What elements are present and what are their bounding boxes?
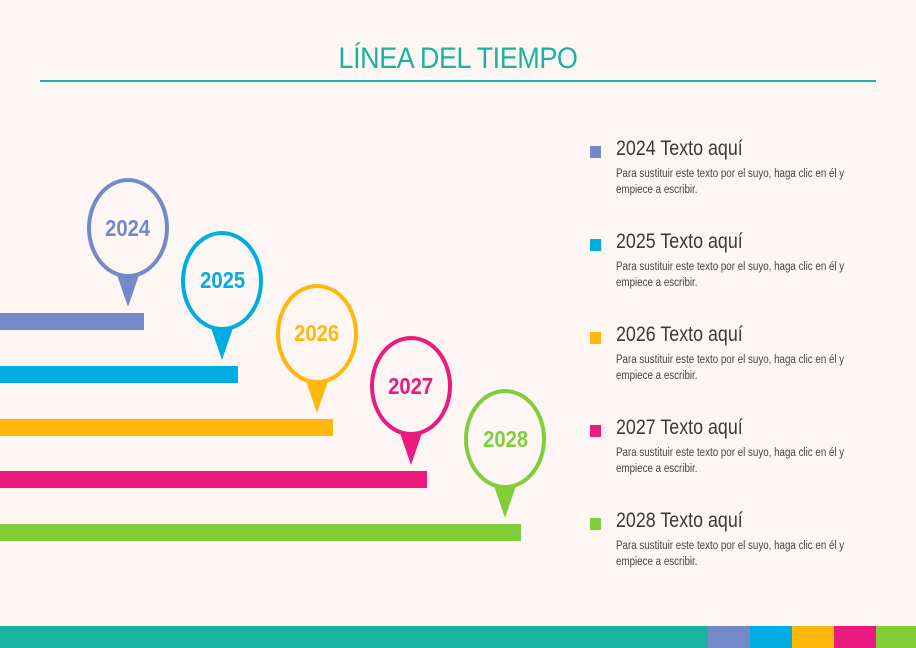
pin-year: 2025 (199, 267, 245, 294)
legend-heading[interactable]: 2026 Texto aquí (616, 323, 743, 346)
title-divider (40, 80, 876, 82)
pin-marker-2026[interactable]: 2026 (275, 283, 358, 413)
pin-circle: 2026 (275, 283, 358, 384)
pin-pointer (398, 430, 423, 466)
legend-description[interactable]: Para sustituir este texto por el suyo, h… (616, 261, 845, 289)
legend-description[interactable]: Para sustituir este texto por el suyo, h… (616, 354, 845, 382)
footer-swatch (876, 626, 916, 648)
legend-heading[interactable]: 2024 Texto aquí (616, 137, 743, 160)
timeline-bar-2026[interactable] (0, 418, 333, 436)
timeline-bar-2025[interactable] (0, 365, 239, 383)
footer-swatch (708, 626, 750, 648)
legend-heading[interactable]: 2025 Texto aquí (616, 230, 743, 253)
pin-marker-2024[interactable]: 2024 (87, 178, 169, 307)
pin-year: 2024 (105, 214, 151, 241)
pin-circle: 2024 (87, 178, 169, 278)
timeline-bar-2027[interactable] (0, 471, 427, 489)
pin-circle: 2025 (181, 230, 264, 331)
legend-square-icon (590, 518, 601, 530)
pin-marker-2028[interactable]: 2028 (464, 389, 547, 518)
pin-year: 2028 (482, 425, 528, 452)
footer-swatch (750, 626, 792, 648)
legend-heading[interactable]: 2028 Texto aquí (616, 509, 743, 532)
footer-bar (0, 626, 708, 648)
footer-swatch (834, 626, 876, 648)
pin-year: 2026 (294, 320, 340, 346)
legend-heading[interactable]: 2027 Texto aquí (616, 416, 743, 439)
legend-square-icon (590, 332, 601, 344)
pin-circle: 2027 (369, 336, 452, 437)
timeline-bar-2024[interactable] (0, 313, 144, 330)
pin-marker-2025[interactable]: 2025 (181, 230, 264, 360)
pin-circle: 2028 (464, 389, 547, 489)
legend-square-icon (590, 146, 601, 158)
legend-description[interactable]: Para sustituir este texto por el suyo, h… (616, 540, 845, 568)
pin-marker-2027[interactable]: 2027 (369, 336, 452, 466)
timeline-bar-2028[interactable] (0, 524, 522, 541)
pin-year: 2027 (388, 372, 434, 399)
legend-square-icon (590, 425, 601, 437)
legend-description[interactable]: Para sustituir este texto por el suyo, h… (616, 168, 845, 196)
footer-swatch (792, 626, 834, 648)
legend-description[interactable]: Para sustituir este texto por el suyo, h… (616, 447, 845, 475)
page-title[interactable]: LÍNEA DEL TIEMPO (338, 42, 578, 75)
legend-square-icon (590, 239, 601, 251)
